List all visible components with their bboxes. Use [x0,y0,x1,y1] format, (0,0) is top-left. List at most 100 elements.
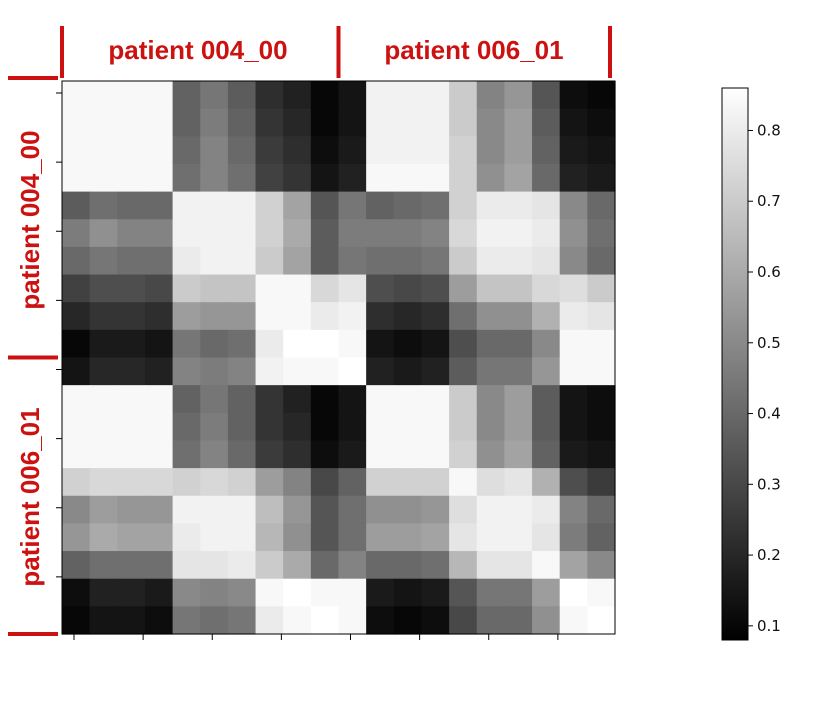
heatmap-cell [255,246,284,276]
heatmap-cell [172,468,201,497]
heatmap-cell [338,385,367,414]
heatmap-cell [62,329,91,359]
heatmap-cell [393,468,423,497]
heatmap-cell [559,440,588,469]
heatmap-cell [476,302,505,331]
heatmap-cell [559,523,588,552]
heatmap-cell [559,246,588,276]
heatmap-cell [393,578,423,607]
heatmap-cell [587,523,616,552]
heatmap-cell [587,385,616,414]
heatmap-cell [62,385,91,414]
heatmap-cell [449,191,478,220]
heatmap-cell [587,136,616,165]
heatmap-cell [310,274,340,303]
heatmap-cell [421,357,450,386]
heatmap-cell [504,495,533,524]
heatmap-cell [366,578,395,607]
heatmap-cell [587,606,616,635]
heatmap-cell [227,412,257,442]
colorbar-tick-label: 0.3 [757,475,781,493]
heatmap-cell [89,191,118,220]
colorbar-tick-label: 0.7 [757,192,781,210]
heatmap-cell [62,191,91,220]
heatmap-cell [449,274,478,303]
heatmap-cell [172,523,201,552]
heatmap-cell [200,357,229,386]
heatmap-cell [62,440,91,469]
heatmap-cell [117,108,146,137]
heatmap-cell [421,412,450,442]
heatmap-cell [476,108,505,137]
heatmap-cell [449,302,478,331]
heatmap-cell [393,440,423,469]
heatmap-cell [310,302,340,331]
heatmap-cell [421,81,450,110]
heatmap-cell [310,191,340,220]
heatmap-cell [366,191,395,220]
heatmap-cell [366,219,395,248]
heatmap-cell [559,357,588,386]
heatmap-cell [338,523,367,552]
colorbar-tick-label: 0.1 [757,617,781,635]
heatmap-cell [393,81,423,110]
heatmap-cell [393,108,423,137]
heatmap-cell [200,302,229,331]
heatmap-cell [449,246,478,276]
heatmap-cell [587,274,616,303]
heatmap-cell [532,302,561,331]
heatmap-cell [89,578,118,607]
heatmap-cell [200,440,229,469]
left-group-label-2: patient 006_01 [15,407,45,586]
heatmap-cell [89,136,118,165]
heatmap-cell [559,274,588,303]
heatmap-cell [421,523,450,552]
heatmap-cell [476,81,505,110]
heatmap-cell [117,246,146,276]
heatmap-cell [283,108,312,137]
heatmap-cell [532,578,561,607]
heatmap-cell [393,385,423,414]
heatmap-cell [449,357,478,386]
left-group-label-1: patient 004_00 [15,130,45,309]
heatmap-cell [476,523,505,552]
heatmap-cell [117,163,146,193]
heatmap-cell [200,606,229,635]
heatmap-cell [476,219,505,248]
heatmap-cell [310,219,340,248]
heatmap-cell [338,81,367,110]
heatmap-cell [532,551,561,580]
heatmap-cell [227,274,257,303]
heatmap-cell [172,108,201,137]
heatmap-cell [532,357,561,386]
heatmap-cell [62,495,91,524]
colorbar-tick-label: 0.6 [757,263,781,281]
heatmap-cell [227,495,257,524]
heatmap-cell [449,385,478,414]
heatmap-cell [559,329,588,359]
heatmap-cell [504,468,533,497]
heatmap-cell [366,163,395,193]
heatmap-cell [89,302,118,331]
heatmap-cell [117,136,146,165]
heatmap-cell [504,163,533,193]
heatmap-cell [393,163,423,193]
heatmap-cell [532,329,561,359]
heatmap-cell [559,606,588,635]
heatmap-cell [449,606,478,635]
heatmap-cell [117,329,146,359]
heatmap-cell [338,357,367,386]
heatmap-cell [62,302,91,331]
heatmap-cells [62,81,616,635]
heatmap-cell [227,108,257,137]
heatmap-cell [62,81,91,110]
heatmap-cell [117,302,146,331]
heatmap-cell [393,551,423,580]
heatmap-cell [62,412,91,442]
heatmap-cell [89,440,118,469]
heatmap-cell [559,108,588,137]
heatmap-cell [504,81,533,110]
heatmap-cell [476,163,505,193]
heatmap-cell [144,136,174,165]
